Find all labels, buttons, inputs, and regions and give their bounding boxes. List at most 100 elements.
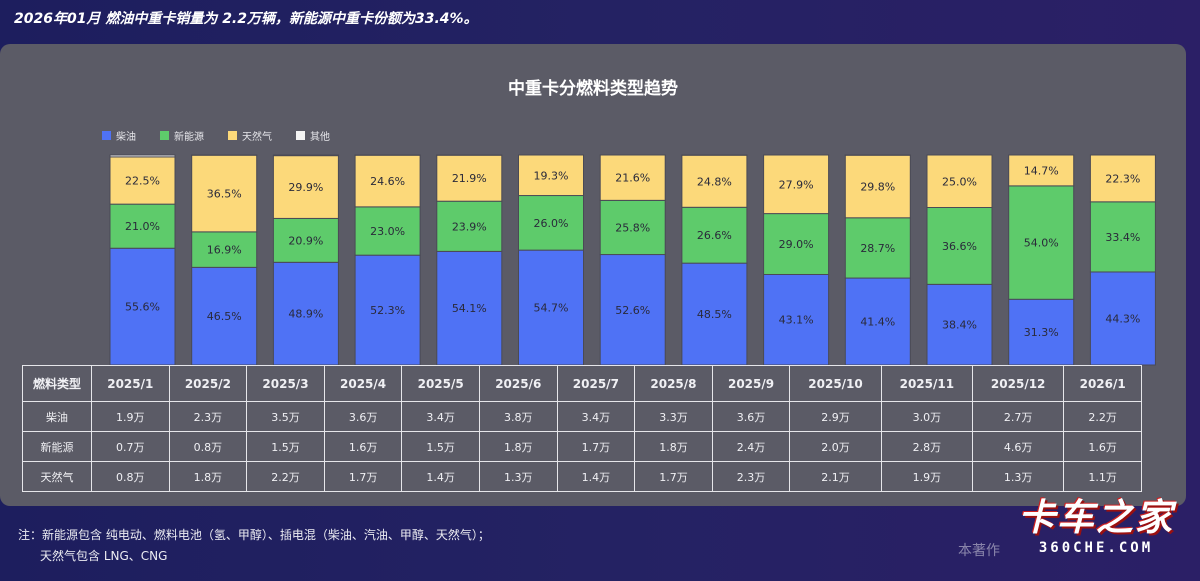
- table-row: 柴油 1.9万 2.3万 3.5万 3.6万 3.4万 3.8万 3.4万 3.3万 3.6万 2.…: [22, 401, 1142, 432]
- table-cell: 2.3万: [168, 401, 248, 432]
- footnote-line-1: 注：新能源包含 纯电动、燃料电池（氢、甲醇）、插电混（柴油、汽油、甲醇、天然气）…: [18, 528, 490, 542]
- table-cell: 1.4万: [556, 461, 636, 492]
- table-cell: 3.6万: [711, 401, 791, 432]
- table-cell: 2.3万: [711, 461, 791, 492]
- bar-gas-2025/4: [354, 154, 421, 208]
- bar-diesel-2025/3: [272, 261, 339, 366]
- table-header-2025/4: 2025/4: [323, 365, 403, 402]
- data-label-nev-2025/11: 36.6%: [942, 240, 977, 253]
- footnote-line-2: 天然气包含 LNG、CNG: [40, 549, 168, 563]
- chart-title: 中重卡分燃料类型趋势: [508, 79, 678, 99]
- table-cell: 0.7万: [91, 431, 170, 462]
- bar-gas-2025/8: [681, 154, 748, 208]
- bar-nev-2025/7: [599, 199, 666, 256]
- table-header-2026/1: 2026/1: [1063, 365, 1142, 402]
- data-label-gas-2025/5: 21.9%: [452, 172, 487, 185]
- data-label-nev-2025/6: 26.0%: [534, 217, 569, 230]
- table-cell: 1.8万: [634, 431, 713, 462]
- table-header-2025/3: 2025/3: [246, 365, 325, 402]
- data-label-diesel-2026/1: 44.3%: [1105, 312, 1140, 325]
- bar-nev-2025/5: [436, 200, 503, 252]
- data-label-nev-2025/10: 28.7%: [860, 242, 895, 255]
- brand-logo-text: 卡车之家: [1018, 496, 1174, 539]
- table-cell: 0.8万: [91, 461, 170, 492]
- bar-diesel-2025/1: [109, 247, 176, 366]
- bar-gas-2025/11: [926, 154, 993, 208]
- bar-nev-2025/2: [191, 231, 258, 268]
- data-label-diesel-2025/7: 52.6%: [615, 304, 650, 317]
- table-cell: 1.3万: [971, 461, 1065, 492]
- table-cell: 3.6万: [323, 401, 403, 432]
- table-cell: 1.8万: [168, 461, 248, 492]
- table-header-2025/8: 2025/8: [634, 365, 713, 402]
- data-label-gas-2025/6: 19.3%: [534, 169, 569, 182]
- data-label-diesel-2025/12: 31.3%: [1024, 326, 1059, 339]
- legend-label-diesel: 柴油: [116, 132, 136, 143]
- table-row-label: 柴油: [22, 401, 92, 432]
- table-cell: 1.5万: [401, 431, 480, 462]
- data-label-diesel-2025/11: 38.4%: [942, 319, 977, 332]
- table-cell: 1.7万: [634, 461, 713, 492]
- table-row-label: 新能源: [22, 431, 92, 462]
- legend-item-nev: 新能源: [160, 128, 204, 143]
- table-cell: 2.1万: [789, 461, 882, 492]
- table-cell: 3.0万: [880, 401, 974, 432]
- legend-label-gas: 天然气: [242, 132, 272, 143]
- data-label-gas-2025/10: 29.8%: [860, 181, 895, 194]
- bar-other-2025/1: [109, 154, 176, 158]
- bar-diesel-2025/10: [844, 277, 911, 366]
- table-header-2025/6: 2025/6: [478, 365, 558, 402]
- brand-logo-url: 360CHE.COM: [1038, 540, 1154, 556]
- table-row-label: 天然气: [22, 461, 92, 492]
- bar-diesel-2025/2: [191, 266, 258, 366]
- table-cell: 1.6万: [323, 431, 403, 462]
- data-label-nev-2025/5: 23.9%: [452, 220, 487, 233]
- table-cell: 1.1万: [1063, 461, 1142, 492]
- table-header-label: 燃料类型: [22, 365, 92, 402]
- table-cell: 2.8万: [880, 431, 974, 462]
- data-label-nev-2025/9: 29.0%: [779, 238, 814, 251]
- data-label-diesel-2025/6: 54.7%: [534, 302, 569, 315]
- data-label-gas-2025/2: 36.5%: [207, 188, 242, 201]
- bar-diesel-2025/6: [518, 249, 584, 366]
- data-label-nev-2025/7: 25.8%: [615, 221, 650, 234]
- bar-diesel-2026/1: [1089, 271, 1156, 366]
- table-cell: 1.9万: [880, 461, 974, 492]
- table-cell: 3.5万: [246, 401, 325, 432]
- bar-gas-2025/9: [763, 154, 830, 215]
- data-label-diesel-2025/9: 43.1%: [779, 314, 814, 327]
- headline: 2026年01月 燃油中重卡销量为 2.2万辆，新能源中重卡份额为33.4%。: [14, 11, 478, 27]
- legend-item-gas: 天然气: [228, 128, 272, 143]
- table-cell: 3.4万: [556, 401, 636, 432]
- table-cell: 1.7万: [556, 431, 636, 462]
- bar-gas-2025/7: [599, 154, 666, 201]
- table-header-2025/2: 2025/2: [168, 365, 248, 402]
- footnote: 注：新能源包含 纯电动、燃料电池（氢、甲醇）、插电混（柴油、汽油、甲醇、天然气）…: [18, 525, 490, 567]
- bar-diesel-2025/4: [354, 254, 421, 366]
- data-label-diesel-2025/1: 55.6%: [125, 301, 160, 314]
- table-cell: 1.9万: [91, 401, 170, 432]
- data-label-diesel-2025/5: 54.1%: [452, 302, 487, 315]
- table-cell: 2.9万: [789, 401, 882, 432]
- data-label-gas-2025/9: 27.9%: [779, 178, 814, 191]
- bar-gas-2025/3: [272, 155, 339, 219]
- data-label-gas-2025/1: 22.5%: [125, 175, 160, 188]
- data-label-gas-2025/11: 25.0%: [942, 175, 977, 188]
- table-cell: 3.4万: [401, 401, 480, 432]
- bar-diesel-2025/7: [599, 254, 666, 366]
- data-label-diesel-2025/2: 46.5%: [207, 310, 242, 323]
- bar-gas-2025/5: [436, 154, 503, 202]
- bar-nev-2025/8: [681, 206, 748, 264]
- table-cell: 2.0万: [789, 431, 882, 462]
- table-header-2025/9: 2025/9: [711, 365, 791, 402]
- data-label-gas-2025/7: 21.6%: [615, 172, 650, 185]
- table-header-2025/10: 2025/10: [789, 365, 882, 402]
- table-cell: 4.6万: [971, 431, 1065, 462]
- data-label-gas-2025/3: 29.9%: [288, 181, 323, 194]
- bar-nev-2025/10: [844, 217, 911, 279]
- legend-swatch-gas: [228, 131, 237, 140]
- data-label-diesel-2025/4: 52.3%: [370, 304, 405, 317]
- table-header-2025/1: 2025/1: [91, 365, 170, 402]
- table-cell: 2.2万: [246, 461, 325, 492]
- stacked-bar-chart: 55.6% 21.0% 22.5% 46.5% 16.9% 36.5% 48.9% 20.9%…: [109, 154, 1156, 366]
